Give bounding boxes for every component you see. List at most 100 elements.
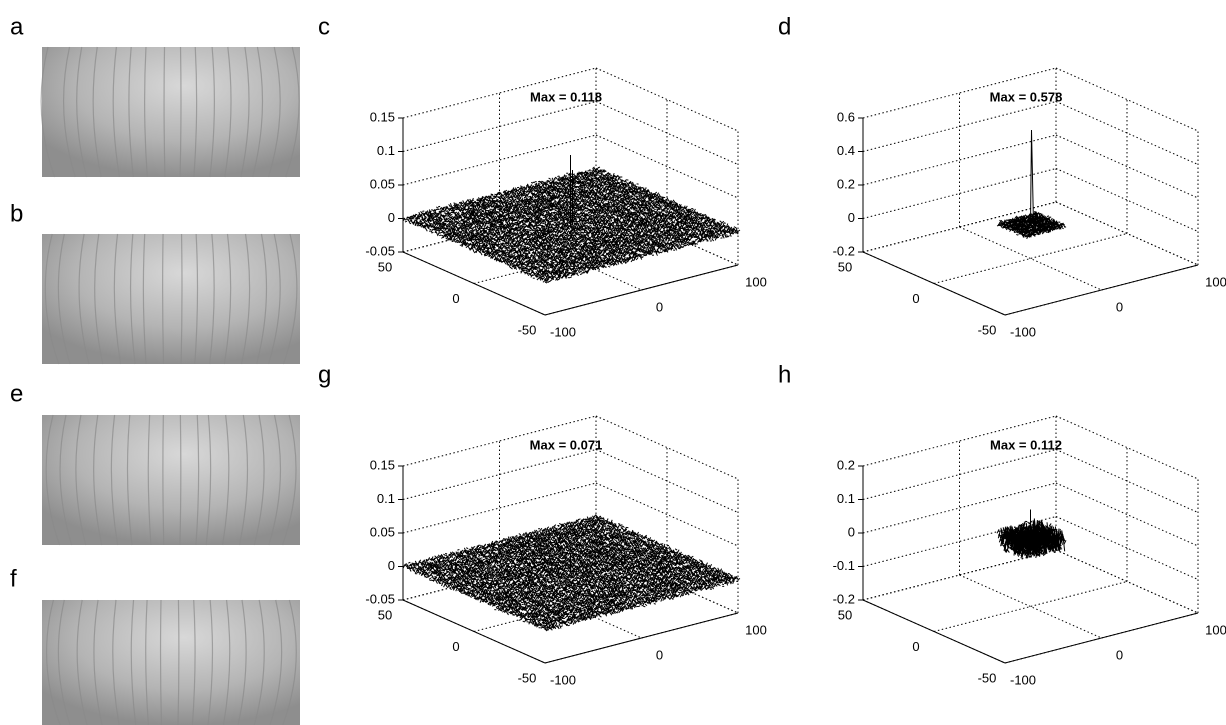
x-tick-label: 100: [1205, 622, 1226, 637]
y-tick-label: 0: [912, 639, 919, 654]
axis-line: [862, 599, 1006, 664]
grid-line: [595, 101, 739, 165]
y-tick-label: -50: [518, 322, 537, 337]
grid-line: [595, 516, 739, 580]
grid-line: [595, 415, 739, 480]
plot-title: Max = 0.071: [530, 437, 603, 452]
z-tick-label: -0.1: [833, 558, 855, 573]
z-tick-label: 0.6: [837, 109, 855, 124]
grid-line: [1055, 101, 1199, 165]
grid-line: [862, 549, 1057, 601]
grid-line: [1055, 201, 1199, 266]
grid-line: [1055, 134, 1199, 199]
z-tick-label: 0.2: [837, 176, 855, 191]
grid-line: [402, 67, 597, 119]
y-tick-label: -50: [518, 670, 537, 685]
z-tick-label: 0: [388, 210, 395, 225]
y-tick-label: 0: [452, 291, 459, 306]
z-tick-label: 0: [848, 210, 855, 225]
grid-line: [595, 134, 739, 199]
panel-label: g: [318, 361, 331, 388]
grid-line: [595, 549, 739, 614]
finger-ridges: [40, 46, 300, 178]
finger-ridges: [45, 414, 297, 546]
grid-line: [595, 67, 739, 132]
surface: [996, 509, 1067, 559]
grid-line: [862, 449, 1057, 500]
z-tick-label: 0.2: [837, 457, 855, 472]
z-tick-label: 0: [848, 524, 855, 539]
surface: [402, 514, 741, 632]
grid-line: [862, 201, 1057, 253]
x-tick-label: -100: [550, 672, 576, 687]
x-tick-label: 0: [656, 647, 663, 662]
y-tick-label: 50: [838, 607, 852, 622]
z-tick-label: 0.15: [370, 457, 395, 472]
z-tick-label: 0.05: [370, 176, 395, 191]
grid-line: [473, 233, 668, 284]
x-tick-label: 0: [656, 299, 663, 314]
grid-line: [402, 449, 597, 500]
plot: 0.2 0.1 0 -0.1 -0.250 0 -50 -100 0 100 Max = 0.112: [833, 415, 1226, 687]
y-tick-label: -50: [978, 670, 997, 685]
z-tick-label: 0.1: [377, 491, 395, 506]
grid-line: [933, 233, 1128, 284]
z-tick-label: 0.1: [377, 143, 395, 158]
grid-line: [1055, 415, 1199, 480]
grid-line: [402, 415, 597, 467]
finger-ridges: [45, 599, 297, 725]
plot-title: Max = 0.112: [990, 437, 1062, 452]
grid-line: [1055, 482, 1199, 547]
z-tick-label: -0.05: [365, 591, 395, 606]
grid-line: [402, 101, 597, 152]
x-tick-label: 0: [1116, 299, 1123, 314]
finger-image: [42, 47, 300, 177]
plot-title: Max = 0.118: [530, 89, 602, 104]
grid-line: [402, 168, 597, 219]
y-tick-label: 50: [378, 259, 392, 274]
finger-image: [42, 415, 300, 545]
z-tick-label: -0.05: [365, 243, 395, 258]
y-tick-label: 50: [378, 607, 392, 622]
grid-line: [959, 574, 1102, 639]
finger-image: [42, 600, 300, 725]
grid-line: [499, 574, 642, 639]
grid-line: [862, 482, 1057, 534]
grid-line: [862, 134, 1057, 186]
axis-line: [544, 264, 739, 316]
grid-line: [862, 516, 1057, 567]
grid-line: [1055, 549, 1199, 614]
grid-line: [1055, 516, 1199, 580]
grid-line: [862, 101, 1057, 152]
grid-line: [402, 201, 597, 253]
panel-label: b: [10, 200, 23, 227]
grid-line: [473, 581, 668, 632]
x-tick-label: 100: [745, 622, 767, 637]
axis-line: [862, 251, 1006, 316]
x-tick-label: 100: [1205, 274, 1226, 289]
plot-title: Max = 0.578: [990, 89, 1063, 104]
x-tick-label: -100: [1010, 672, 1036, 687]
grid-line: [862, 168, 1057, 219]
z-tick-label: 0.4: [837, 143, 855, 158]
z-tick-label: 0.05: [370, 524, 395, 539]
axis-line: [544, 612, 739, 664]
panel-label: h: [778, 361, 791, 388]
z-tick-label: -0.2: [833, 243, 855, 258]
z-tick-label: 0: [388, 558, 395, 573]
x-tick-label: -100: [1010, 324, 1036, 339]
grid-line: [595, 449, 739, 513]
finger-image: [42, 234, 300, 364]
axis-line: [1004, 264, 1199, 316]
grid-line: [1055, 449, 1199, 513]
grid-line: [595, 482, 739, 547]
grid-line: [959, 226, 1102, 291]
axis-line: [402, 599, 546, 664]
panel-label: c: [318, 13, 330, 40]
finger-ridges: [44, 233, 298, 365]
grid-line: [1055, 168, 1199, 232]
grid-line: [595, 201, 739, 266]
y-tick-label: 0: [452, 639, 459, 654]
